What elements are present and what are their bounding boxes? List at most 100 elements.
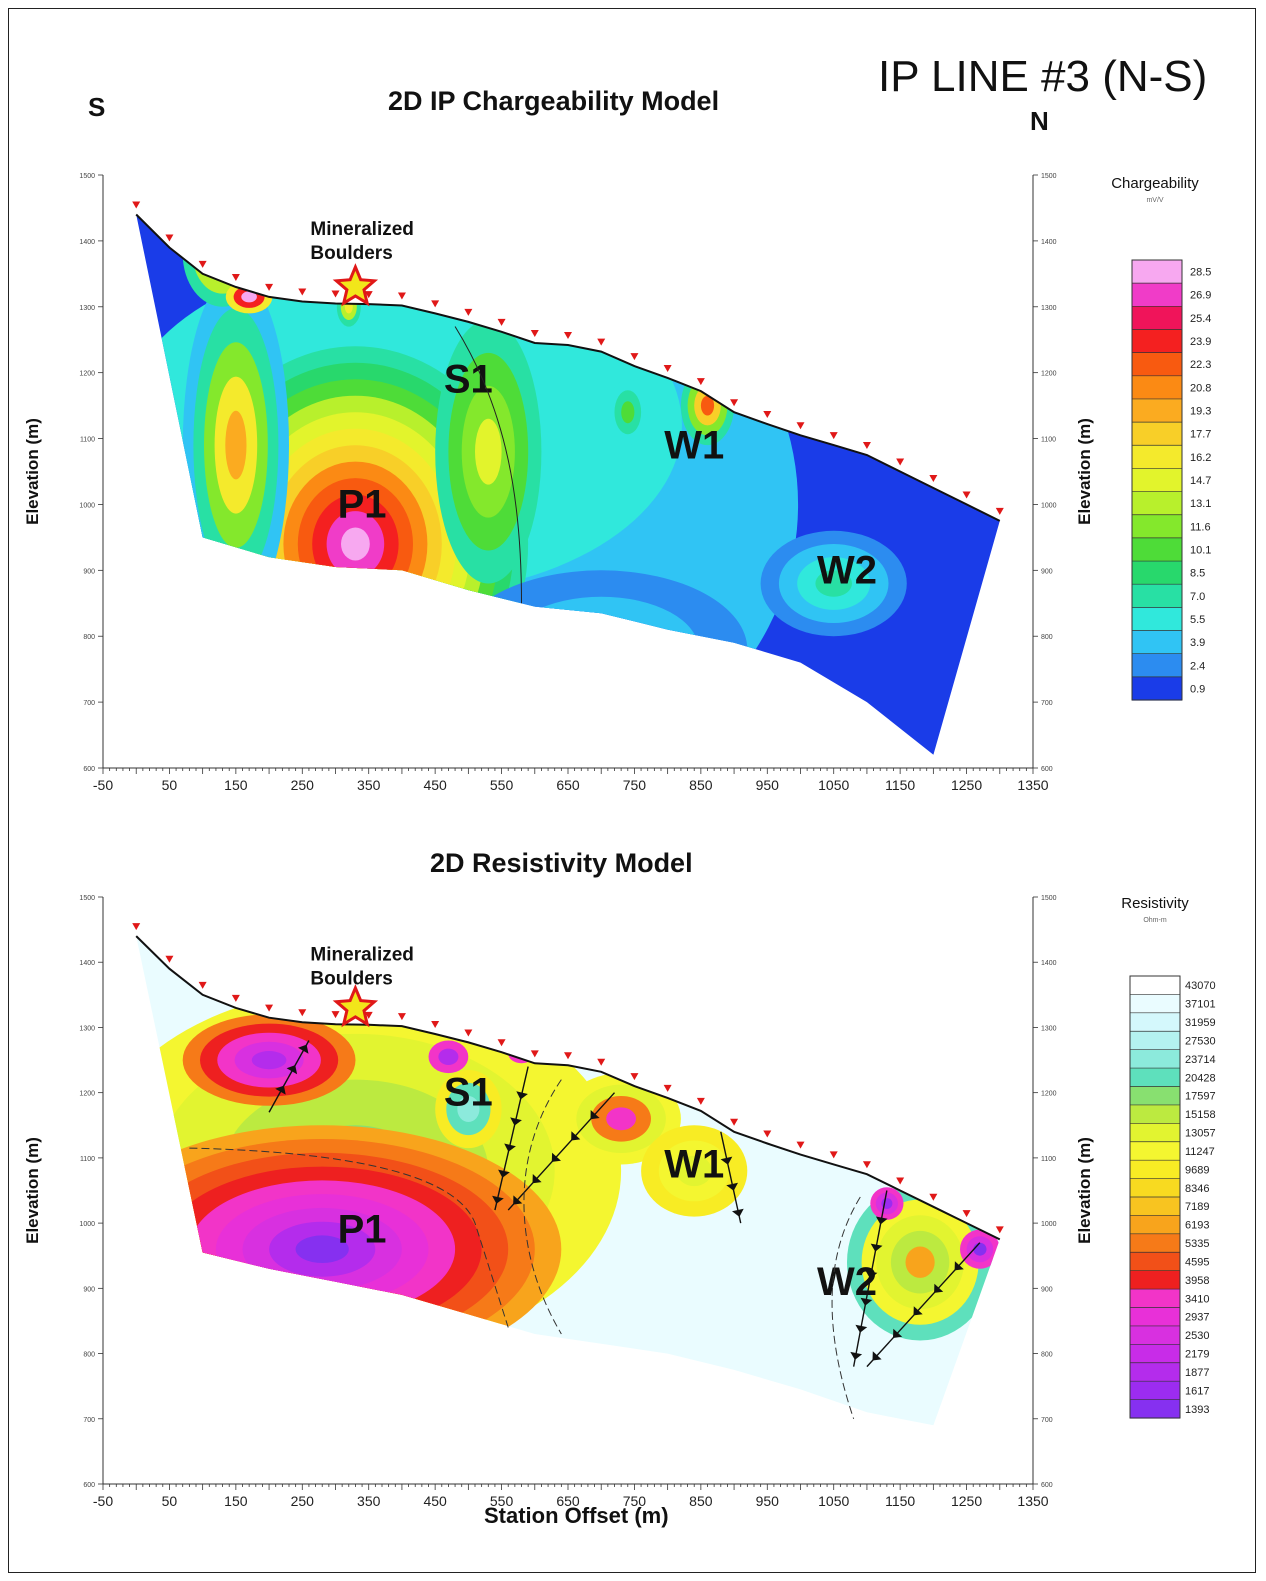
station-marker (364, 291, 373, 299)
legend-swatch (1132, 676, 1182, 701)
contour-blob (905, 1246, 935, 1278)
legend-level-label: 8346 (1185, 1183, 1209, 1195)
station-marker (132, 201, 141, 209)
y-tick-label: 1100 (80, 1156, 95, 1163)
legend-level-label: 1617 (1185, 1385, 1209, 1397)
x-tick-label: 450 (423, 777, 447, 793)
legend-level-label: 43070 (1185, 980, 1216, 992)
legend-swatch (1132, 260, 1182, 284)
station-marker (796, 422, 805, 430)
station-marker (364, 1011, 373, 1019)
dashed-contact (189, 1147, 509, 1328)
legend-swatch (1132, 514, 1182, 539)
y-tick-label: 800 (83, 634, 95, 641)
fault-tick (492, 1195, 504, 1204)
y-tick-label-right: 800 (1041, 1352, 1053, 1359)
legend-swatch (1130, 976, 1180, 995)
y-tick-label: 1000 (79, 502, 95, 509)
legend-swatch (1130, 1344, 1180, 1364)
legend-level-label: 13.1 (1190, 498, 1211, 510)
contour-blob (212, 240, 233, 268)
annotation-label: Boulders (310, 243, 392, 264)
y-tick-label-right: 1000 (1041, 502, 1057, 509)
contour-blob (475, 418, 502, 485)
fault-line (507, 1092, 616, 1211)
fault-tick (855, 1324, 868, 1333)
legend-level-label: 23.9 (1190, 336, 1211, 348)
fault-tick (504, 1143, 516, 1152)
x-tick-label: 1050 (818, 1493, 849, 1509)
dashed-contact (831, 1196, 861, 1419)
x-tick-label: 350 (357, 1493, 381, 1509)
legend-level-label: 6193 (1185, 1220, 1209, 1232)
station-marker (962, 1210, 971, 1218)
y-tick-label: 1000 (79, 1221, 95, 1228)
station-marker (962, 491, 971, 499)
contour-blob (225, 410, 247, 480)
station-marker (929, 474, 938, 482)
y-tick-label-right: 700 (1041, 1417, 1053, 1424)
legend-swatch (1132, 468, 1182, 493)
annotation-label: Mineralized (310, 219, 413, 240)
x-tick-label: 450 (423, 1493, 447, 1509)
legend-level-label: 23714 (1185, 1054, 1216, 1066)
x-tick-label: 550 (490, 1493, 514, 1509)
legend-swatch (1130, 1233, 1180, 1253)
legend-swatch (1132, 306, 1182, 331)
y-tick-label-right: 600 (1041, 1482, 1053, 1489)
station-marker (896, 1177, 905, 1185)
legend-level-label: 27530 (1185, 1036, 1216, 1048)
fault-tick (516, 1091, 528, 1100)
topography-line (135, 935, 1001, 1241)
contour-blob (606, 1107, 636, 1131)
fault-line (866, 1242, 981, 1368)
y-tick-label: 1400 (79, 960, 95, 967)
legend-swatch (1130, 1104, 1180, 1124)
station-marker (730, 399, 739, 407)
x-tick-label: 1350 (1017, 1493, 1048, 1509)
x-tick-label: 250 (291, 777, 315, 793)
station-marker (630, 353, 639, 361)
station-marker (696, 378, 705, 386)
fault-tick (913, 1306, 923, 1316)
legend-level-label: 20.8 (1190, 382, 1211, 394)
legend-level-label: 0.9 (1190, 683, 1205, 695)
legend-swatch (1132, 584, 1182, 608)
station-marker (298, 1009, 307, 1017)
fault-tick (726, 1182, 738, 1191)
resistivity-legend: Resistivity Ohm-m 43070 37101 31959 27530 2371… (1121, 895, 1216, 1419)
legend-swatch (1130, 1160, 1180, 1180)
contour-blob (508, 1043, 535, 1064)
legend-level-label: 7189 (1185, 1201, 1209, 1213)
station-marker (397, 292, 406, 300)
legend-swatch (1130, 1141, 1180, 1161)
station-marker (663, 1084, 672, 1092)
fault-tick (732, 1208, 744, 1217)
y-axis-label: Elevation (m) (23, 418, 42, 525)
chargeability-legend: Chargeability mV/V 28.5 26.9 25.4 23.9 22.3 20.… (1111, 175, 1211, 701)
legend-level-label: 2179 (1185, 1349, 1209, 1361)
mineralized-boulders-star-icon (332, 984, 379, 1028)
legend-swatch (1130, 1325, 1180, 1345)
legend-swatch (1132, 537, 1182, 562)
fault-line (494, 1066, 529, 1211)
x-tick-label: 750 (623, 777, 647, 793)
station-marker (530, 1050, 539, 1058)
station-marker (431, 1020, 440, 1028)
y-tick-label: 1200 (79, 1091, 95, 1098)
legend-level-label: 3958 (1185, 1275, 1209, 1287)
legend-swatch (1132, 283, 1182, 307)
contour-blob (438, 1048, 459, 1066)
fault-tick (870, 1243, 883, 1252)
x-tick-label: 1150 (885, 1493, 915, 1509)
station-marker (165, 234, 174, 242)
station-marker (862, 1161, 871, 1169)
x-tick-label: 150 (224, 1493, 248, 1509)
station-marker (198, 260, 207, 268)
y-axis-label-right: Elevation (m) (1075, 1137, 1094, 1244)
x-tick-label: 1250 (951, 1493, 982, 1509)
fault-line (268, 1040, 310, 1113)
legend-level-label: 13057 (1185, 1128, 1216, 1140)
legend-swatch (1132, 398, 1182, 423)
